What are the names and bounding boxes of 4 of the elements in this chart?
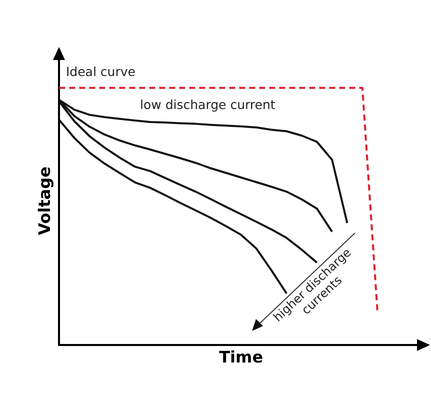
y-axis-title: Voltage <box>34 166 54 236</box>
text: Ideal curve <box>66 64 136 79</box>
x-axis-title: Time <box>219 348 264 367</box>
annotation: low discharge current <box>140 97 276 112</box>
